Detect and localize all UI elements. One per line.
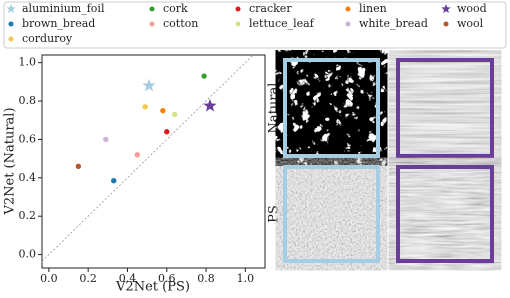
y-tick-label: 0.4 xyxy=(19,171,37,184)
point xyxy=(8,21,14,27)
point xyxy=(235,21,241,27)
legend: aluminium_foil brown_bread corduroy cork cot… xyxy=(6,2,487,45)
texture-image xyxy=(285,60,378,156)
x-tick-label: 0.2 xyxy=(79,272,97,285)
star-marker xyxy=(142,78,156,92)
panel-border xyxy=(283,165,380,263)
legend-label: lettuce_leaf xyxy=(249,17,315,30)
legend-label: corduroy xyxy=(22,32,73,45)
legend-label: wood xyxy=(457,2,487,15)
identity-line xyxy=(41,54,254,262)
legend-box xyxy=(3,1,507,49)
point xyxy=(235,6,241,12)
x-tick-label: 0.4 xyxy=(119,272,137,285)
point xyxy=(345,21,351,27)
point xyxy=(111,177,117,184)
legend-label: linen xyxy=(359,2,387,15)
y-tick-label: 1.0 xyxy=(19,56,37,69)
point xyxy=(443,21,449,27)
x-tick-label: 0.8 xyxy=(197,272,215,285)
point xyxy=(171,111,178,118)
point xyxy=(149,6,155,12)
texture-panels xyxy=(283,58,494,263)
point xyxy=(103,136,109,143)
texture-image xyxy=(398,167,492,261)
legend-label: brown_bread xyxy=(22,17,95,30)
y-tick-label: 0.6 xyxy=(19,132,37,145)
x-tick-label: 1.0 xyxy=(237,272,255,285)
x-tick-label: 0.6 xyxy=(158,272,176,285)
panel-border xyxy=(396,165,494,263)
point xyxy=(142,104,148,110)
y-tick-label: 0.8 xyxy=(19,94,37,107)
row-label: PS xyxy=(267,205,282,223)
legend-label: aluminium_foil xyxy=(22,2,105,15)
legend-label: white_bread xyxy=(359,17,428,30)
point xyxy=(8,36,14,42)
point xyxy=(201,73,207,79)
legend-label: cork xyxy=(163,2,188,15)
plot-frame xyxy=(41,54,266,269)
y-tick-label: 0.0 xyxy=(19,248,37,261)
legend-label: cotton xyxy=(163,17,198,30)
legend-label: wool xyxy=(457,17,484,30)
point xyxy=(164,129,170,135)
x-tick-label: 0.0 xyxy=(40,272,58,285)
panel-border xyxy=(283,58,380,158)
star-marker xyxy=(6,4,16,14)
x-axis-label: V2Net (PS) xyxy=(115,280,190,295)
point xyxy=(75,163,82,169)
legend-label: cracker xyxy=(249,2,292,15)
texture-image xyxy=(398,60,492,156)
point xyxy=(345,6,351,12)
y-tick-label: 0.2 xyxy=(19,209,37,222)
star-marker xyxy=(441,4,451,14)
star-marker xyxy=(203,98,217,112)
point xyxy=(134,152,140,158)
panel-border xyxy=(396,58,494,158)
row-label: Natural xyxy=(267,83,282,134)
texture-image xyxy=(285,167,378,261)
point xyxy=(160,107,166,114)
y-axis-label: V2Net (Natural) xyxy=(3,107,18,215)
plot: 0.0 0.2 0.4 0.6 0.8 1.0 0.0 0.2 0.4 0.6 0.8 1.0 xyxy=(19,54,255,285)
point xyxy=(149,21,155,27)
